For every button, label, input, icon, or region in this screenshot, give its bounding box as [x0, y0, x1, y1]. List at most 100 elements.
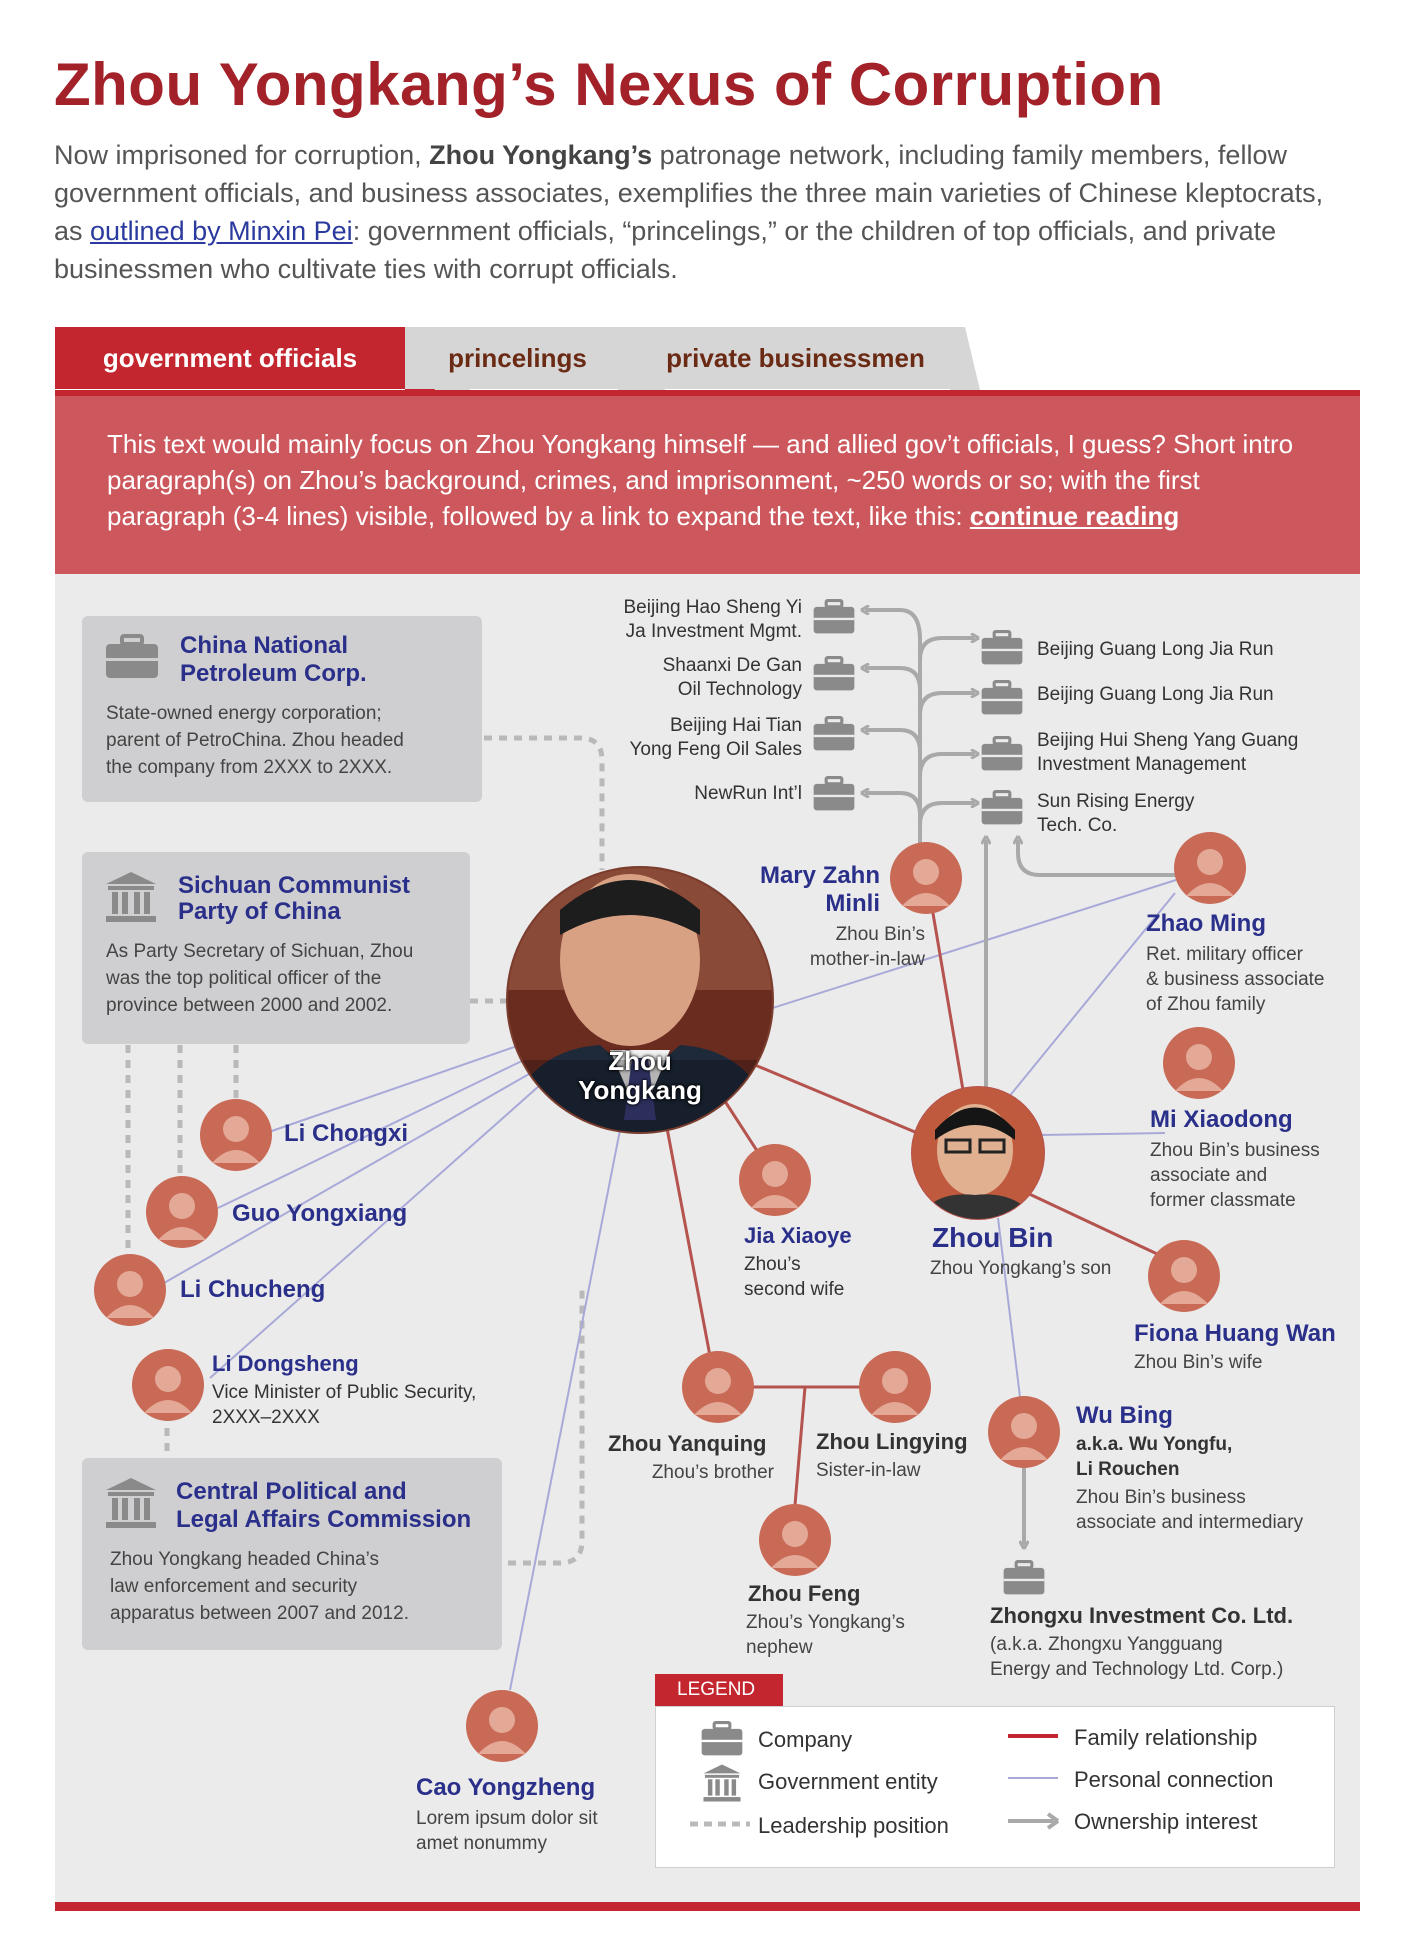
- desc-line: Zhou Bin’s: [835, 924, 925, 945]
- cnpc-description: parent of PetroChina. Zhou headed: [106, 730, 404, 751]
- intro-text: Now imprisoned for corruption,: [54, 140, 430, 170]
- company-hao-sheng: Beijing Hao Sheng Yi Ja Investment Mgmt.: [560, 596, 802, 644]
- aka-line: a.k.a. Wu Yongfu,: [1076, 1434, 1233, 1455]
- legend-company: Company: [758, 1727, 853, 1752]
- zhou-yanquing-avatar: [682, 1351, 754, 1423]
- legend-government: Government entity: [758, 1769, 938, 1794]
- continue-reading-link[interactable]: continue reading: [969, 501, 1180, 531]
- zhou-yanquing-description: Zhou’s brother: [651, 1462, 774, 1483]
- company-line: Yong Feng Oil Sales: [629, 739, 802, 760]
- company-line: Shaanxi De Gan: [662, 655, 802, 676]
- legend-family: Family relationship: [1074, 1725, 1258, 1750]
- zhou-yongkang-portrait: [506, 866, 774, 1134]
- desc-line: Ret. military officer: [1146, 944, 1303, 965]
- cpla-box: Central Political and Legal Affairs Comm…: [82, 1458, 502, 1650]
- li-dongsheng-name: Li Dongsheng: [212, 1351, 359, 1376]
- name-line: Mary Zahn: [759, 862, 880, 889]
- zhou-lingying-description: Sister-in-law: [816, 1460, 921, 1481]
- mi-xiaodong-avatar: [1163, 1027, 1235, 1099]
- desc-line: Zhou Bin’s business: [1076, 1487, 1246, 1508]
- desc-line: Vice Minister of Public Security,: [212, 1382, 477, 1403]
- company-line: Beijing Hao Sheng Yi: [623, 597, 802, 618]
- desc-line: second wife: [744, 1279, 845, 1300]
- sichuan-description: As Party Secretary of Sichuan, Zhou: [106, 941, 414, 962]
- minxin-pei-link[interactable]: outlined by Minxin Pei: [90, 216, 353, 246]
- company-newrun: NewRun Int’l: [694, 783, 802, 804]
- company-line: Energy and Technology Ltd. Corp.): [990, 1659, 1284, 1680]
- cpla-description: law enforcement and security: [110, 1576, 358, 1597]
- company-hui-sheng: Beijing Hui Sheng Yang Guang Investment M…: [1037, 729, 1298, 777]
- jia-xiaoye-avatar: [739, 1144, 811, 1216]
- desc-line: associate and intermediary: [1076, 1512, 1304, 1533]
- zhou-feng-name: Zhou Feng: [748, 1581, 861, 1606]
- desc-line: & business associate: [1146, 969, 1325, 990]
- wu-bing-description: Zhou Bin’s business associate and interme…: [1076, 1485, 1303, 1535]
- government-building-icon: [106, 1478, 156, 1528]
- li-dongsheng-description: Vice Minister of Public Security, 2XXX–2X…: [212, 1380, 476, 1430]
- sichuan-description: province between 2000 and 2002.: [106, 995, 393, 1016]
- zhao-ming-description: Ret. military officer & business associat…: [1146, 942, 1325, 1017]
- intro-bold: Zhou Yongkang’s: [429, 140, 653, 170]
- cnpc-title: Petroleum Corp.: [180, 660, 367, 687]
- company-line: (a.k.a. Zhongxu Yangguang: [990, 1634, 1223, 1655]
- zhou-feng-description: Zhou’s Yongkang’s nephew: [746, 1610, 905, 1660]
- cnpc-box: China National Petroleum Corp. State-own…: [82, 616, 482, 802]
- hao-sheng-briefcase-icon: [813, 599, 855, 634]
- zhou-yongkang-name: Zhou Yongkang: [540, 1047, 740, 1105]
- guang-long-1-briefcase-icon: [981, 630, 1023, 665]
- tab-private-businessmen[interactable]: private businessmen: [628, 327, 963, 389]
- intro-text: : government officials, “princelings,” o…: [54, 216, 1277, 284]
- sichuan-description: was the top political officer of the: [106, 968, 382, 989]
- legend-tag: LEGEND: [655, 1674, 783, 1706]
- company-line: Sun Rising Energy: [1037, 791, 1195, 812]
- tab-government-officials[interactable]: government officials: [55, 327, 405, 389]
- ownership-lines: [865, 610, 1176, 1545]
- cpla-title: Legal Affairs Commission: [176, 1506, 472, 1533]
- briefcase-icon: [701, 1721, 743, 1756]
- li-dongsheng-avatar: [132, 1349, 204, 1421]
- company-line: Ja Investment Mgmt.: [625, 621, 802, 642]
- sichuan-title: Party of China: [178, 898, 341, 925]
- zhao-ming-avatar: [1174, 832, 1246, 904]
- de-gan-briefcase-icon: [813, 656, 855, 691]
- desc-line: amet nonummy: [416, 1833, 547, 1854]
- cao-yongzheng-avatar: [466, 1690, 538, 1762]
- hai-tian-briefcase-icon: [813, 716, 855, 751]
- mi-xiaodong-description: Zhou Bin’s business associate and former c…: [1150, 1138, 1320, 1213]
- guang-long-2-briefcase-icon: [981, 680, 1023, 715]
- jia-xiaoye-description: Zhou’s second wife: [744, 1252, 844, 1302]
- newrun-briefcase-icon: [813, 776, 855, 811]
- mary-avatar: [890, 842, 962, 914]
- desc-line: mother-in-law: [809, 949, 925, 970]
- intro-text: patronage network, including family memb…: [54, 140, 1324, 246]
- briefcase-icon: [106, 634, 158, 678]
- sun-rising-briefcase-icon: [981, 790, 1023, 825]
- bottom-bar: [55, 1902, 1360, 1911]
- guo-yongxiang-name: Guo Yongxiang: [232, 1200, 408, 1227]
- cnpc-description: the company from 2XXX to 2XXX.: [106, 757, 393, 778]
- fiona-avatar: [1148, 1240, 1220, 1312]
- desc-line: 2XXX–2XXX: [212, 1407, 320, 1428]
- sichuan-title: Sichuan Communist: [178, 872, 411, 899]
- li-chongxi-name: Li Chongxi: [284, 1120, 408, 1147]
- tab-princelings[interactable]: princelings: [405, 327, 630, 389]
- company-hai-tian: Beijing Hai Tian Yong Feng Oil Sales: [560, 714, 802, 762]
- zhou-lingying-avatar: [859, 1351, 931, 1423]
- leadership-lines: [125, 735, 605, 1566]
- cao-yongzheng-description: Lorem ipsum dolor sit amet nonummy: [416, 1806, 598, 1856]
- tab-underline: [55, 390, 1360, 396]
- cpla-description: apparatus between 2007 and 2012.: [110, 1603, 409, 1624]
- desc-line: Zhou’s: [744, 1254, 801, 1275]
- jia-xiaoye-name: Jia Xiaoye: [744, 1223, 852, 1248]
- company-line: Beijing Hai Tian: [669, 715, 802, 736]
- company-zhongxu-name: Zhongxu Investment Co. Ltd.: [990, 1603, 1294, 1628]
- intro-paragraph: Now imprisoned for corruption, Zhou Yong…: [54, 136, 1354, 288]
- legend: Company Government entity Leadership pos…: [655, 1706, 1335, 1868]
- family-lines: [665, 877, 1171, 1506]
- government-building-icon: [106, 872, 156, 922]
- desc-line: Lorem ipsum dolor sit: [416, 1808, 598, 1829]
- aka-line: Li Rouchen: [1076, 1459, 1180, 1480]
- fiona-description: Zhou Bin’s wife: [1134, 1352, 1263, 1373]
- li-chucheng-name: Li Chucheng: [180, 1276, 326, 1303]
